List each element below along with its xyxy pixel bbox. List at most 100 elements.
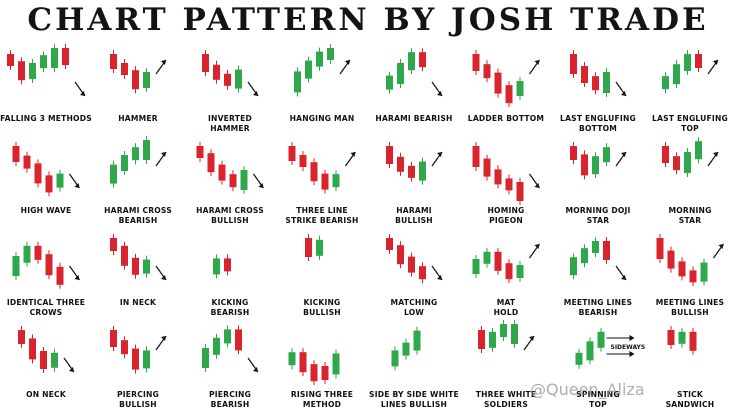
pattern-card: IDENTICAL THREE CROWS: [0, 228, 92, 320]
bearish-candle: [224, 258, 231, 272]
bullish-candle: [402, 342, 410, 356]
bearish-candle: [673, 156, 680, 171]
watermark: @Queen_Aliza: [530, 380, 645, 399]
bullish-candle: [603, 147, 610, 163]
pattern-card: FALLING 3 METHODS: [0, 44, 92, 136]
bearish-candle: [202, 54, 209, 72]
candlestick-chart-icon: [202, 325, 259, 373]
bearish-candle: [207, 153, 215, 173]
bearish-candle: [494, 72, 502, 94]
bearish-candle: [408, 165, 415, 178]
bullish-candle: [51, 48, 58, 68]
bearish-candle: [299, 352, 307, 373]
candlestick-chart-icon: [294, 44, 351, 97]
bearish-candle: [603, 241, 610, 260]
bearish-candle: [695, 54, 702, 68]
bullish-candle: [12, 256, 20, 276]
arrow-down-icon: [431, 81, 443, 97]
pattern-label: LAST ENGLUFING TOP: [652, 114, 728, 133]
arrow-up-icon: [155, 335, 167, 351]
pattern-card: ON NECK: [0, 320, 92, 412]
bearish-candle: [229, 174, 237, 188]
bearish-candle: [23, 155, 31, 169]
bearish-candle: [397, 156, 404, 172]
arrow-up-icon: [713, 243, 724, 259]
bearish-candle: [121, 340, 128, 355]
page-title: CHART PATTERN BY JOSH TRADE: [27, 2, 709, 38]
candlestick-chart-icon: [110, 136, 167, 188]
bearish-candle: [132, 348, 139, 370]
candlestick-chart-icon: [667, 326, 697, 355]
candlestick-chart-icon: [288, 142, 356, 194]
bullish-candle: [143, 72, 150, 88]
bullish-candle: [213, 337, 220, 355]
candlestick-chart-icon: [662, 137, 719, 177]
bullish-candle: [597, 331, 605, 348]
bullish-candle: [511, 324, 518, 344]
pattern-grid: FALLING 3 METHODS HAMMER INVERTED HAMMER HA…: [0, 44, 736, 414]
arrow-up-icon: [529, 59, 540, 75]
pattern-label: PIERCING BEARISH: [208, 390, 251, 409]
pattern-label: MAT HOLD: [493, 298, 519, 317]
bullish-candle: [413, 330, 421, 351]
bullish-candle: [489, 331, 496, 348]
bearish-candle: [494, 169, 502, 185]
bearish-candle: [408, 256, 415, 273]
bullish-candle: [516, 265, 524, 278]
arrow-up-icon: [339, 59, 351, 75]
pattern-label: HANGING MAN: [289, 114, 355, 123]
pattern-card: PIERCING BULLISH: [92, 320, 184, 412]
bearish-candle: [419, 52, 426, 68]
bearish-candle: [132, 257, 139, 275]
arrow-down-icon: [615, 81, 627, 97]
bearish-candle: [483, 158, 491, 177]
bullish-candle: [592, 241, 599, 253]
bullish-candle: [684, 152, 691, 173]
pattern-card: INVERTED HAMMER: [184, 44, 276, 136]
bullish-candle: [132, 147, 139, 161]
bearish-candle: [213, 64, 220, 80]
bearish-candle: [196, 146, 204, 158]
bullish-candle: [294, 71, 301, 93]
arrow-up-icon: [707, 59, 719, 75]
bearish-candle: [121, 245, 128, 266]
pattern-card: MORNING DOJI STAR: [552, 136, 644, 228]
bearish-candle: [40, 351, 47, 369]
bearish-candle: [34, 163, 42, 184]
bullish-candle: [316, 239, 323, 256]
pattern-card: RISING THREE METHOD: [276, 320, 368, 412]
pattern-card: HARAMI CROSS BULLISH: [184, 136, 276, 228]
pattern-label: HARAMI BEARISH: [375, 114, 453, 123]
pattern-card: MEETING LINES BEARISH: [552, 228, 644, 320]
pattern-label: HOMING PIGEON: [487, 206, 525, 225]
bullish-candle: [23, 245, 31, 263]
bullish-candle: [235, 69, 242, 89]
arrow-down-icon: [247, 357, 259, 373]
candlestick-chart-icon: [7, 44, 86, 97]
arrow-down-icon: [63, 357, 75, 373]
bearish-candle: [218, 164, 226, 181]
arrow-down-icon: [247, 81, 259, 97]
bullish-candle: [316, 51, 323, 67]
pattern-label: INVERTED HAMMER: [207, 114, 253, 133]
pattern-card: STICK SANDWICH: [644, 320, 736, 412]
bullish-candle: [202, 348, 209, 368]
bearish-candle: [321, 366, 329, 380]
bearish-candle: [678, 261, 686, 277]
pattern-card: MAT HOLD: [460, 228, 552, 320]
bearish-candle: [18, 61, 25, 81]
arrow-up-icon: [155, 151, 167, 167]
bullish-candle: [29, 63, 36, 79]
sideways-label: SIDEWAYS: [611, 344, 646, 351]
bullish-candle: [500, 324, 507, 337]
pattern-card: MEETING LINES BULLISH: [644, 228, 736, 320]
bearish-candle: [516, 182, 524, 201]
bullish-candle: [56, 173, 64, 188]
candlestick-chart-icon: [213, 254, 231, 279]
candlestick-chart-icon: SIDEWAYS: [575, 327, 646, 369]
candlestick-chart-icon: [305, 234, 323, 261]
bullish-candle: [327, 48, 334, 60]
bearish-candle: [592, 76, 599, 91]
bullish-candle: [51, 352, 58, 368]
pattern-card: KICKING BEARISH: [184, 228, 276, 320]
